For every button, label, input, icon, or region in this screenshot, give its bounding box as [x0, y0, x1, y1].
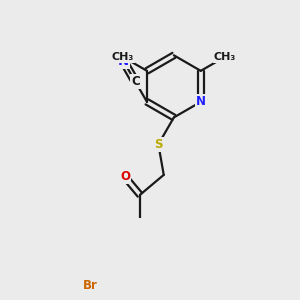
Text: S: S [154, 138, 163, 151]
Text: N: N [196, 95, 206, 108]
Text: CH₃: CH₃ [214, 52, 236, 62]
Text: N: N [118, 55, 129, 68]
Text: O: O [120, 170, 130, 184]
Text: C: C [131, 75, 140, 88]
Text: CH₃: CH₃ [112, 52, 134, 62]
Text: Br: Br [83, 279, 98, 292]
